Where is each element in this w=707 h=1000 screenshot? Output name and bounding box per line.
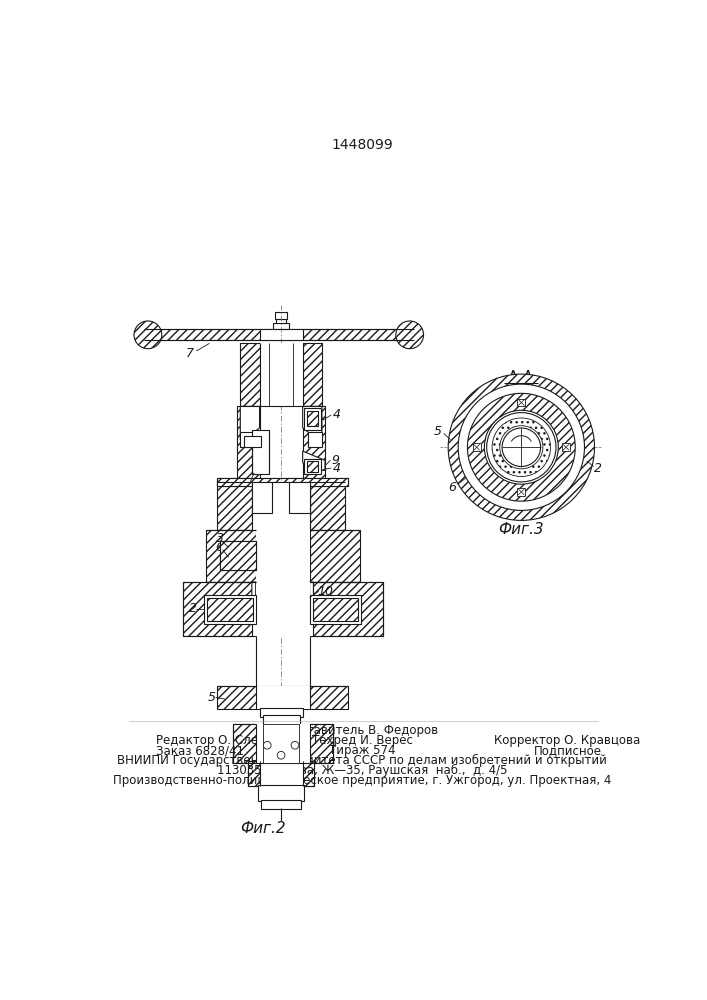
Text: Фиг.3: Фиг.3 <box>498 522 544 537</box>
Text: Производственно-полиграфическое предприятие, г. Ужгород, ул. Проектная, 4: Производственно-полиграфическое предприя… <box>112 774 611 787</box>
Wedge shape <box>467 393 575 501</box>
Bar <box>518 399 525 406</box>
Text: 4: 4 <box>332 408 341 421</box>
Circle shape <box>448 374 595 520</box>
Bar <box>182 582 252 636</box>
Text: ВНИИПИ Государственного комитета СССР по делам изобретений и открытий: ВНИИПИ Государственного комитета СССР по… <box>117 754 607 767</box>
Text: 4: 4 <box>332 462 341 475</box>
Bar <box>252 482 310 530</box>
Circle shape <box>502 428 541 466</box>
Bar <box>310 595 361 624</box>
Circle shape <box>134 321 162 349</box>
Text: Тираж 574: Тираж 574 <box>329 744 395 757</box>
Polygon shape <box>303 406 322 440</box>
Bar <box>258 785 304 801</box>
Bar <box>518 488 525 496</box>
Bar <box>233 724 333 763</box>
Bar <box>275 312 287 319</box>
Circle shape <box>486 413 556 482</box>
Bar <box>262 715 300 726</box>
Bar <box>312 598 358 621</box>
Text: 10: 10 <box>317 585 333 598</box>
Bar <box>207 598 252 621</box>
Bar <box>261 800 301 809</box>
Bar <box>144 329 414 340</box>
Bar <box>252 430 269 474</box>
Bar <box>256 530 310 582</box>
Bar <box>240 432 254 447</box>
Text: 8: 8 <box>244 480 252 493</box>
Bar <box>259 708 303 717</box>
Bar <box>244 436 261 447</box>
Bar <box>248 761 314 786</box>
Polygon shape <box>310 582 313 605</box>
Text: А-А: А-А <box>508 370 534 385</box>
Bar <box>308 411 318 426</box>
Bar <box>562 443 570 451</box>
Text: Корректор О. Кравцова: Корректор О. Кравцова <box>494 734 641 747</box>
Bar <box>304 408 321 430</box>
Bar <box>259 343 303 406</box>
Text: 3: 3 <box>216 532 223 545</box>
Bar <box>256 582 310 636</box>
Bar <box>217 478 348 486</box>
Text: 113035, Москва, Ж—35, Раушская  наб.,  д. 4/5: 113035, Москва, Ж—35, Раушская наб., д. … <box>217 764 507 777</box>
Polygon shape <box>240 406 259 440</box>
Circle shape <box>264 741 271 749</box>
Circle shape <box>277 751 285 759</box>
Bar <box>217 478 348 486</box>
Bar <box>204 595 256 624</box>
Text: Фиг.2: Фиг.2 <box>240 821 286 836</box>
Text: 2: 2 <box>189 602 197 615</box>
Text: Техред И. Верес: Техред И. Верес <box>312 734 412 747</box>
Polygon shape <box>303 451 325 470</box>
Bar <box>310 530 360 582</box>
Text: 6: 6 <box>448 481 456 494</box>
Bar <box>308 461 318 472</box>
Text: Составитель В. Федоров: Составитель В. Федоров <box>286 724 438 737</box>
Bar <box>256 724 310 763</box>
Bar <box>274 323 288 329</box>
Text: 5: 5 <box>434 425 442 438</box>
Text: 9: 9 <box>331 454 339 467</box>
Text: 6: 6 <box>216 541 223 554</box>
Bar <box>308 432 322 447</box>
Bar <box>269 343 293 406</box>
Text: 5: 5 <box>208 691 216 704</box>
Bar <box>259 329 303 340</box>
Bar <box>252 482 272 513</box>
Bar <box>217 686 348 709</box>
Text: 1448099: 1448099 <box>331 138 393 152</box>
Bar <box>313 582 382 636</box>
Circle shape <box>291 741 299 749</box>
Text: Редактор О. Слесивых: Редактор О. Слесивых <box>156 734 295 747</box>
Bar <box>256 686 310 709</box>
Text: Заказ 6828/41: Заказ 6828/41 <box>156 744 244 757</box>
Text: 2: 2 <box>595 462 602 475</box>
Bar <box>264 724 299 763</box>
Bar <box>304 459 321 474</box>
Polygon shape <box>252 582 256 605</box>
Bar <box>238 406 259 482</box>
Circle shape <box>396 321 423 349</box>
Bar <box>248 761 314 786</box>
Bar <box>259 761 303 786</box>
Bar <box>276 319 286 323</box>
Circle shape <box>458 384 585 510</box>
Bar <box>219 541 256 570</box>
Bar <box>240 343 259 406</box>
Bar <box>217 482 252 530</box>
Bar <box>310 482 345 530</box>
Text: Подписное: Подписное <box>534 744 602 757</box>
Bar <box>288 482 310 513</box>
Wedge shape <box>492 418 551 477</box>
Bar <box>219 541 256 570</box>
Bar <box>206 530 256 582</box>
Bar <box>303 343 322 406</box>
Bar <box>473 443 481 451</box>
Bar <box>303 406 325 482</box>
Text: 7: 7 <box>186 347 194 360</box>
